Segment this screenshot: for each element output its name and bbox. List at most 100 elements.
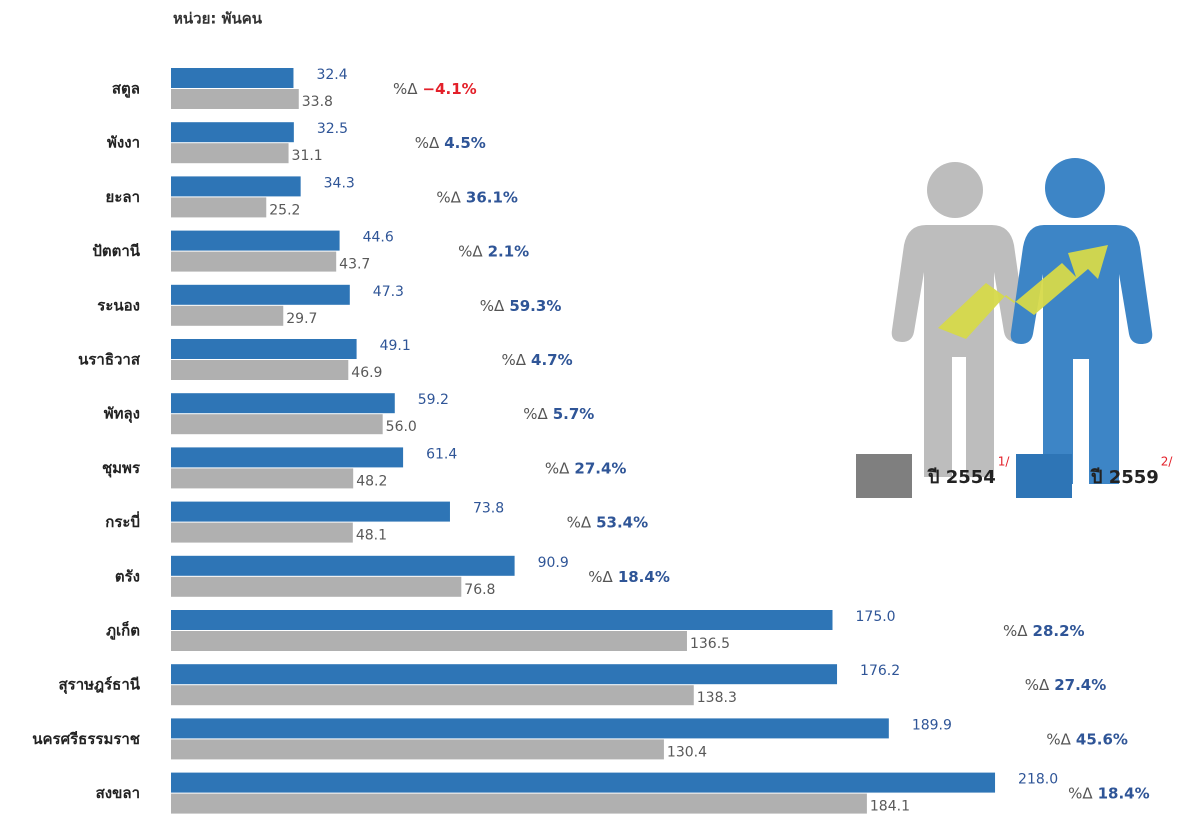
legend-footnote: 1/ [998,455,1011,469]
bar [171,631,687,651]
bar [171,252,336,272]
category-label: ภูเก็ต [106,621,140,641]
legend-footnote: 2/ [1161,455,1174,469]
change-prefix: %Δ [436,188,461,206]
bar [171,231,340,251]
category-label: ปัตตานี [92,242,140,260]
change-value: 2.1% [488,242,530,260]
value-label: 90.9 [538,555,569,571]
value-label: 218.0 [1018,772,1058,788]
change-prefix: %Δ [1046,730,1071,748]
bar [171,339,357,359]
category-label: ยะลา [106,188,140,206]
value-label: 48.2 [356,473,387,489]
value-label: 32.5 [317,121,348,137]
category-label: สงขลา [96,784,140,802]
change-label: %Δ 2.1% [458,242,529,260]
value-label: 32.4 [316,67,347,83]
value-label: 47.3 [373,284,404,300]
change-value: 4.7% [531,351,573,369]
value-label: 25.2 [269,202,300,218]
bar [171,447,403,467]
bar [171,393,395,413]
value-label: 175.0 [856,609,896,625]
value-label: 136.5 [690,636,730,652]
value-label: 59.2 [418,392,449,408]
change-prefix: %Δ [545,459,570,477]
value-label: 56.0 [386,419,417,435]
bar [171,577,461,597]
bar [171,176,301,196]
value-label: 184.1 [870,799,910,815]
change-prefix: %Δ [458,242,483,260]
bar [171,664,837,684]
change-prefix: %Δ [415,134,440,152]
category-label: ชุมพร [102,459,141,478]
bar [171,414,383,434]
legend-swatch [1016,454,1072,498]
change-label: %Δ −4.1% [393,80,477,98]
change-value: 45.6% [1076,730,1128,748]
change-value: 53.4% [596,513,648,531]
change-value: −4.1% [423,80,477,98]
value-label: 73.8 [473,501,504,517]
bar [171,502,450,522]
change-label: %Δ 45.6% [1046,730,1128,748]
value-label: 46.9 [351,365,382,381]
change-prefix: %Δ [480,296,505,314]
value-label: 49.1 [380,338,411,354]
legend-swatch [856,454,912,498]
bar [171,285,350,305]
category-label: นราธิวาส [78,351,141,369]
bar [171,523,353,543]
change-prefix: %Δ [1025,676,1050,694]
change-value: 28.2% [1033,622,1085,640]
change-value: 36.1% [466,188,518,206]
bar [171,556,515,576]
change-prefix: %Δ [393,80,418,98]
category-label: พังงา [107,134,140,152]
bar [171,718,889,738]
category-label: สุราษฎร์ธานี [59,676,141,695]
bar [171,739,664,759]
legend-label: ปี 2554 [927,467,996,488]
bar [171,68,293,88]
value-label: 61.4 [426,446,457,462]
change-prefix: %Δ [588,567,613,585]
change-prefix: %Δ [502,351,527,369]
category-label: พัทลุง [104,405,140,424]
value-label: 29.7 [286,311,317,327]
bar [171,306,283,326]
bar [171,360,348,380]
legend-label: ปี 2559 [1090,467,1159,488]
bar [171,610,833,630]
change-value: 18.4% [1098,784,1150,802]
change-value: 59.3% [509,296,561,314]
change-label: %Δ 36.1% [436,188,518,206]
category-label: นครศรีธรรมราช [32,730,140,748]
people-icon [892,158,1153,484]
category-label: กระบี่ [105,511,140,531]
category-label: สตูล [112,80,140,99]
change-value: 5.7% [553,405,595,423]
change-value: 4.5% [444,134,486,152]
change-prefix: %Δ [523,405,548,423]
chart: หน่วย: พันคน สตูล32.433.8%Δ−4.1%พังงา32.… [0,0,1188,818]
value-label: 130.4 [667,744,707,760]
bar [171,468,353,488]
value-label: 138.3 [697,690,737,706]
value-label: 31.1 [292,148,323,164]
bar [171,773,995,793]
value-label: 43.7 [339,257,370,273]
value-label: 176.2 [860,663,900,679]
value-label: 33.8 [302,94,333,110]
value-label: 76.8 [464,582,495,598]
bar [171,89,299,109]
